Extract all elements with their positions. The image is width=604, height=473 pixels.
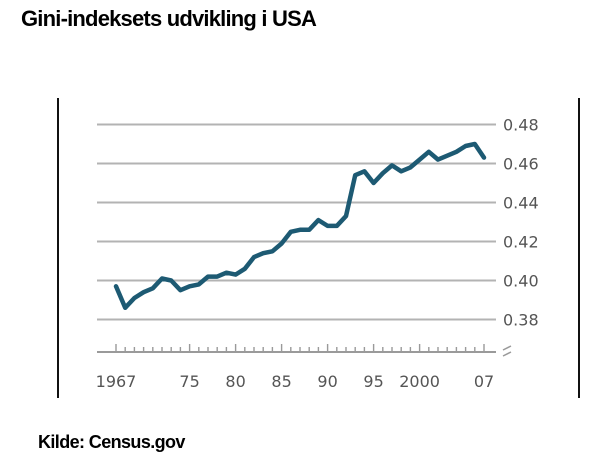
x-tick-label: 95 — [363, 372, 383, 391]
x-tick-label: 75 — [179, 372, 199, 391]
chart-frame-right — [578, 98, 580, 398]
y-tick-label: 0.40 — [503, 272, 539, 291]
x-axis — [97, 344, 512, 357]
y-tick-label: 0.44 — [503, 194, 539, 213]
source-caption: Kilde: Census.gov — [38, 432, 185, 452]
x-tick-label: 2000 — [399, 372, 440, 391]
x-tick-label: 90 — [317, 372, 337, 391]
gridlines — [97, 123, 496, 321]
y-tick-label: 0.38 — [503, 311, 539, 330]
y-tick-label: 0.48 — [503, 116, 539, 135]
x-tick-label: 85 — [271, 372, 291, 391]
axis-break-icon — [502, 345, 512, 357]
y-tick-label: 0.46 — [503, 155, 539, 174]
y-tick-labels: 0.38 0.40 0.42 0.44 0.46 0.48 — [503, 116, 539, 330]
x-tick-label: 1967 — [96, 372, 137, 391]
y-tick-label: 0.42 — [503, 233, 539, 252]
series-lines — [113, 141, 487, 311]
x-tick-label: 80 — [225, 372, 245, 391]
x-tick-labels: 1967 75 80 85 90 95 2000 07 — [96, 372, 495, 391]
chart-frame-left — [57, 98, 59, 398]
series-line — [113, 141, 487, 311]
x-tick-label: 07 — [474, 372, 494, 391]
chart-title: Gini-indeksets udvikling i USA — [21, 6, 317, 31]
